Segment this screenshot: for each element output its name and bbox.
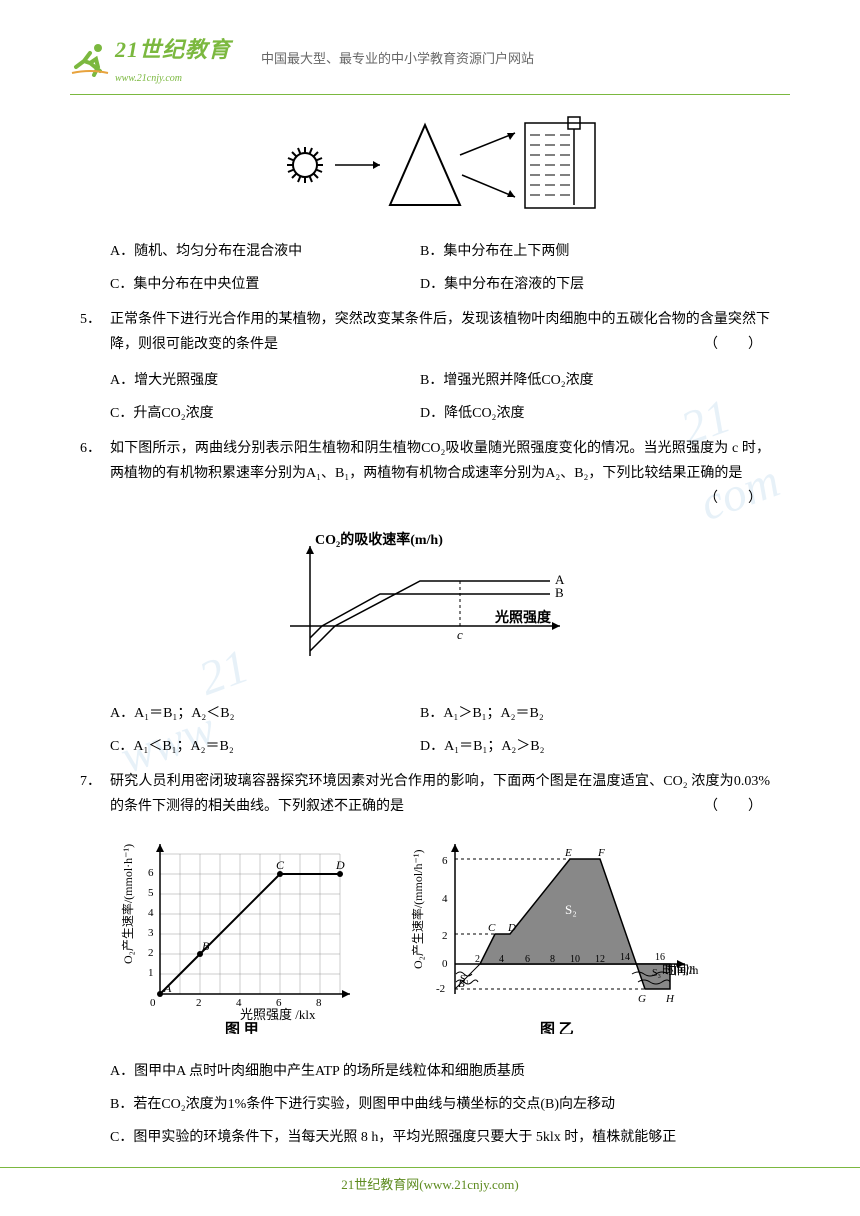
q7-option-a: A．图甲中A 点时叶肉细胞中产生ATP 的场所是线粒体和细胞质基质 [110, 1059, 780, 1084]
logo-main-text: 21世纪教育 [115, 30, 231, 70]
svg-text:G: G [638, 993, 646, 1005]
svg-text:8: 8 [316, 997, 322, 1009]
svg-text:4: 4 [148, 907, 154, 919]
svg-text:D: D [335, 858, 345, 872]
svg-text:2: 2 [475, 954, 480, 965]
q5-number: 5． [80, 307, 110, 357]
svg-text:6: 6 [525, 954, 530, 965]
svg-text:4: 4 [442, 893, 448, 905]
question-5: 5． 正常条件下进行光合作用的某植物，突然改变某条件后，发现该植物叶肉细胞中的五… [80, 307, 780, 357]
svg-text:图 乙: 图 乙 [540, 1021, 574, 1034]
svg-text:S₃: S₃ [652, 968, 661, 979]
page-footer: 21世纪教育网(www.21cnjy.com) [0, 1167, 860, 1196]
q6-options-row1: A．A₁＝B₁；A₂＜B₂ B．A₁＞B₁；A₂＝B₂ [80, 701, 780, 726]
page-content: A．随机、均匀分布在混合液中 B．集中分布在上下两侧 C．集中分布在中央位置 D… [70, 115, 790, 1151]
q5-option-c: C．升高CO₂浓度 [110, 401, 420, 426]
svg-text:1: 1 [148, 967, 154, 979]
svg-text:C: C [488, 922, 496, 934]
footer-text: 21世纪教育网(www.21cnjy.com) [341, 1177, 518, 1192]
option-d: D．集中分布在溶液的下层 [420, 272, 730, 297]
svg-text:2: 2 [442, 930, 448, 942]
svg-text:2: 2 [148, 947, 154, 959]
svg-text:F: F [597, 847, 605, 859]
question-6: 6． 如下图所示，两曲线分别表示阳生植物和阴生植物CO₂吸收量随光照强度变化的情… [80, 436, 780, 512]
option-c: C．集中分布在中央位置 [110, 272, 420, 297]
q4-options-row2: C．集中分布在中央位置 D．集中分布在溶液的下层 [80, 272, 780, 297]
q6-option-d: D．A₁＝B₁；A₂＞B₂ [420, 734, 730, 759]
q7-charts: A B C D 6 5 4 3 2 1 0 2 4 6 8 O₂产生速率/(mmol·h⁻… [120, 834, 780, 1043]
svg-text:14: 14 [620, 952, 630, 963]
runner-icon [70, 41, 110, 77]
answer-blank: （ ） [704, 332, 770, 357]
svg-text:c: c [457, 627, 463, 642]
q5-options-row1: A．增大光照强度 B．增强光照并降低CO₂浓度 [80, 368, 780, 393]
svg-text:2: 2 [196, 997, 202, 1009]
svg-text:B: B [202, 939, 210, 953]
svg-text:6: 6 [148, 867, 154, 879]
svg-text:4: 4 [499, 954, 504, 965]
q7-option-b: B．若在CO₂浓度为1%条件下进行实验，则图甲中曲线与横坐标的交点(B)向左移动 [110, 1092, 780, 1117]
q6-chart: CO₂的吸收速率(m/h) 光照强度 A B c [80, 526, 780, 685]
q7-chart2: B C D E F G H S₁ S₂ S₃ 64 20 -2 24 68 10… [410, 834, 700, 1043]
svg-text:A: A [163, 981, 172, 995]
svg-text:0: 0 [442, 958, 448, 970]
q5-options-row2: C．升高CO₂浓度 D．降低CO₂浓度 [80, 401, 780, 426]
svg-text:时间/h: 时间/h [665, 963, 698, 977]
q7-option-c: C．图甲实验的环境条件下，当每天光照 8 h，平均光照强度只要大于 5klx 时… [110, 1125, 780, 1150]
q5-option-d: D．降低CO₂浓度 [420, 401, 730, 426]
svg-text:S₁: S₁ [460, 974, 469, 985]
svg-text:O₂产生速率/(mmol·h⁻¹): O₂产生速率/(mmol·h⁻¹) [120, 844, 135, 964]
svg-text:E: E [564, 847, 572, 859]
header-tagline: 中国最大型、最专业的中小学教育资源门户网站 [261, 47, 534, 70]
svg-text:光照强度: 光照强度 [494, 609, 552, 626]
q5-text: 正常条件下进行光合作用的某植物，突然改变某条件后，发现该植物叶肉细胞中的五碳化合… [110, 312, 770, 352]
page-header: 21世纪教育 www.21cnjy.com 中国最大型、最专业的中小学教育资源门… [70, 30, 790, 95]
svg-text:O₂产生速率/(mmol/h⁻¹): O₂产生速率/(mmol/h⁻¹) [410, 850, 425, 969]
q7-chart1: A B C D 65 43 21 0 24 68 O₂产生速率/(mmol·h⁻… [120, 834, 370, 1043]
q6-text: 如下图所示，两曲线分别表示阳生植物和阴生植物CO₂吸收量随光照强度变化的情况。当… [110, 441, 770, 481]
svg-text:CO₂的吸收速率(m/h): CO₂的吸收速率(m/h) [315, 531, 443, 548]
answer-blank: （ ） [704, 486, 770, 511]
q7-number: 7． [80, 769, 110, 819]
option-a: A．随机、均匀分布在混合液中 [110, 239, 420, 264]
question-7: 7． 研究人员利用密闭玻璃容器探究环境因素对光合作用的影响，下面两个图是在温度适… [80, 769, 780, 819]
svg-text:S₂: S₂ [565, 902, 577, 917]
logo-sub-text: www.21cnjy.com [115, 70, 231, 88]
q6-option-a: A．A₁＝B₁；A₂＜B₂ [110, 701, 420, 726]
q6-option-c: C．A₁＜B₁；A₂＝B₂ [110, 734, 420, 759]
q7-text: 研究人员利用密闭玻璃容器探究环境因素对光合作用的影响，下面两个图是在温度适宜、C… [110, 774, 770, 814]
svg-text:6: 6 [442, 855, 448, 867]
svg-text:8: 8 [550, 954, 555, 965]
svg-text:图 甲: 图 甲 [225, 1021, 259, 1034]
svg-text:12: 12 [595, 954, 605, 965]
svg-text:C: C [276, 858, 285, 872]
option-b: B．集中分布在上下两侧 [420, 239, 730, 264]
logo: 21世纪教育 www.21cnjy.com [70, 30, 231, 88]
svg-text:10: 10 [570, 954, 580, 965]
svg-text:B: B [555, 585, 564, 600]
svg-text:16: 16 [655, 952, 665, 963]
q5-option-b: B．增强光照并降低CO₂浓度 [420, 368, 730, 393]
q4-options-row1: A．随机、均匀分布在混合液中 B．集中分布在上下两侧 [80, 239, 780, 264]
q6-options-row2: C．A₁＜B₁；A₂＝B₂ D．A₁＝B₁；A₂＞B₂ [80, 734, 780, 759]
answer-blank: （ ） [704, 794, 770, 819]
q6-option-b: B．A₁＞B₁；A₂＝B₂ [420, 701, 730, 726]
prism-figure [80, 115, 780, 224]
q5-option-a: A．增大光照强度 [110, 368, 420, 393]
svg-text:H: H [665, 993, 675, 1005]
q6-number: 6． [80, 436, 110, 512]
svg-text:0: 0 [150, 997, 156, 1009]
svg-text:5: 5 [148, 887, 154, 899]
svg-text:3: 3 [148, 927, 154, 939]
svg-text:光照强度 /klx: 光照强度 /klx [240, 1007, 316, 1022]
svg-text:-2: -2 [436, 983, 445, 995]
svg-text:D: D [507, 922, 516, 934]
